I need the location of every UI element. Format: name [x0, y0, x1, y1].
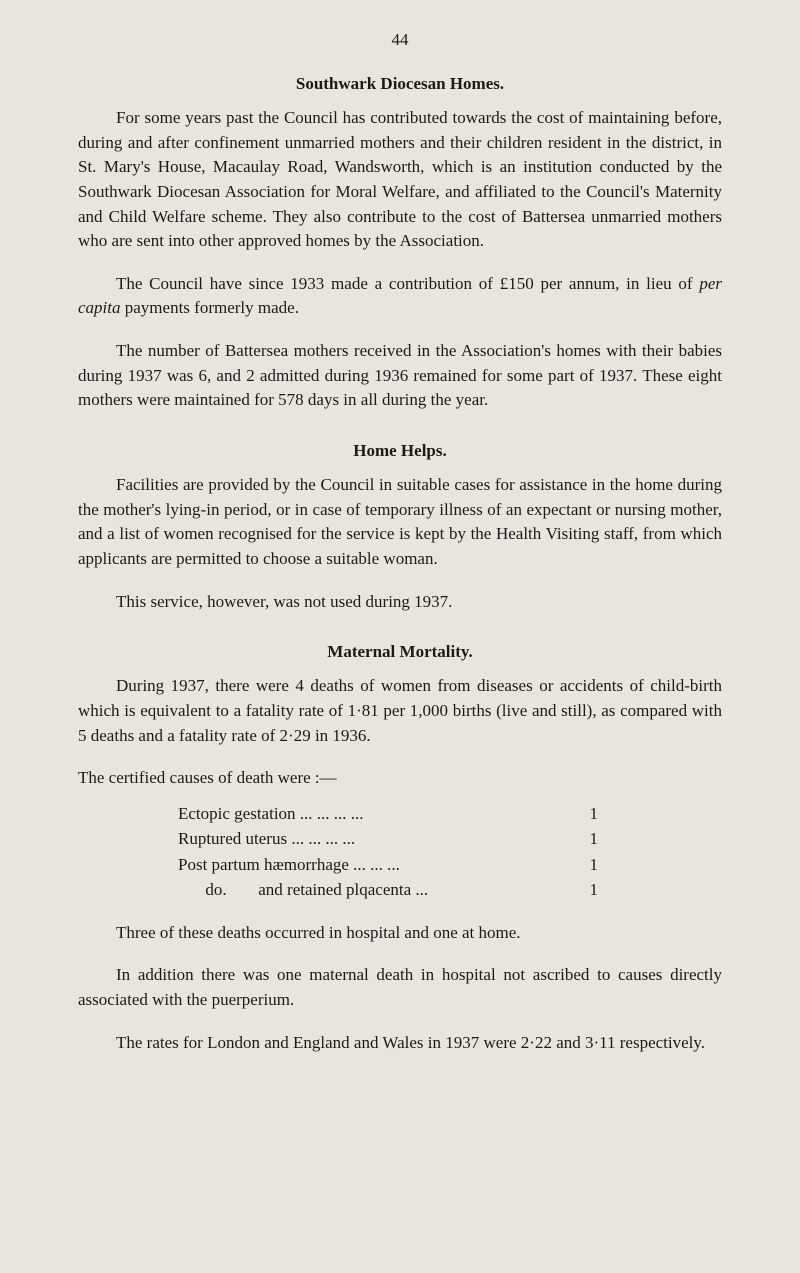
paragraph: The number of Battersea mothers received…: [78, 339, 722, 413]
list-item: Ectopic gestation ... ... ... ... 1: [178, 801, 598, 827]
paragraph: Three of these deaths occurred in hospit…: [78, 921, 722, 946]
paragraph: For some years past the Council has cont…: [78, 106, 722, 254]
document-page: 44 Southwark Diocesan Homes. For some ye…: [0, 0, 800, 1133]
causes-list: Ectopic gestation ... ... ... ... 1 Rupt…: [178, 801, 722, 903]
paragraph: In addition there was one maternal death…: [78, 963, 722, 1012]
paragraph: Facilities are provided by the Council i…: [78, 473, 722, 572]
list-item-label: Ruptured uterus ... ... ... ...: [178, 826, 574, 852]
section-heading-southwark: Southwark Diocesan Homes.: [78, 74, 722, 94]
text-span: The Council have since 1933 made a contr…: [116, 274, 699, 293]
list-item-label: do. and retained plqacenta ...: [178, 877, 574, 903]
list-item-value: 1: [574, 852, 598, 878]
list-item: do. and retained plqacenta ... 1: [178, 877, 598, 903]
paragraph: The rates for London and England and Wal…: [78, 1031, 722, 1056]
list-item-value: 1: [574, 801, 598, 827]
list-item-label: Post partum hæmorrhage ... ... ...: [178, 852, 574, 878]
paragraph: The Council have since 1933 made a contr…: [78, 272, 722, 321]
paragraph: This service, however, was not used duri…: [78, 590, 722, 615]
list-item-value: 1: [574, 877, 598, 903]
ditto-label: do.: [178, 877, 254, 903]
section-heading-home-helps: Home Helps.: [78, 441, 722, 461]
text-span: payments formerly made.: [121, 298, 299, 317]
list-item-label: Ectopic gestation ... ... ... ...: [178, 801, 574, 827]
list-item: Post partum hæmorrhage ... ... ... 1: [178, 852, 598, 878]
section-heading-maternal-mortality: Maternal Mortality.: [78, 642, 722, 662]
list-item-value: 1: [574, 826, 598, 852]
paragraph: The certified causes of death were :—: [78, 766, 722, 791]
paragraph: During 1937, there were 4 deaths of wome…: [78, 674, 722, 748]
list-item-label-rest: and retained plqacenta ...: [258, 880, 428, 899]
list-item: Ruptured uterus ... ... ... ... 1: [178, 826, 598, 852]
page-number: 44: [78, 30, 722, 50]
